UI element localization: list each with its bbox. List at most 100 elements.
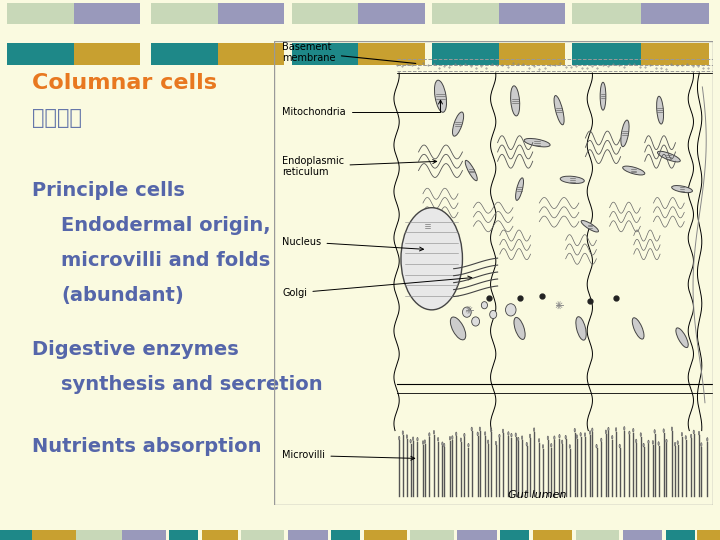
- Ellipse shape: [485, 431, 486, 435]
- Ellipse shape: [698, 431, 700, 435]
- Ellipse shape: [562, 440, 563, 444]
- Ellipse shape: [621, 120, 629, 147]
- Ellipse shape: [677, 441, 678, 444]
- Ellipse shape: [580, 433, 581, 436]
- Text: Gut lumen: Gut lumen: [508, 490, 567, 500]
- Text: Nutrients absorption: Nutrients absorption: [32, 437, 262, 456]
- Ellipse shape: [690, 434, 692, 438]
- Ellipse shape: [554, 436, 555, 440]
- Ellipse shape: [462, 307, 472, 318]
- Ellipse shape: [663, 429, 665, 433]
- Ellipse shape: [534, 428, 535, 431]
- Text: Endodermal origin,: Endodermal origin,: [61, 216, 271, 235]
- Ellipse shape: [490, 428, 492, 432]
- Ellipse shape: [560, 176, 585, 184]
- Ellipse shape: [671, 427, 672, 431]
- Ellipse shape: [433, 430, 435, 434]
- Ellipse shape: [420, 217, 435, 236]
- Text: Basement
membrane: Basement membrane: [282, 42, 415, 63]
- Text: 柱狀細胞: 柱狀細胞: [32, 108, 82, 128]
- Text: Golgi: Golgi: [282, 276, 472, 298]
- Ellipse shape: [472, 317, 480, 326]
- Ellipse shape: [516, 178, 523, 200]
- Ellipse shape: [623, 166, 645, 175]
- Ellipse shape: [574, 428, 575, 432]
- Ellipse shape: [643, 443, 644, 447]
- Ellipse shape: [619, 444, 621, 448]
- Ellipse shape: [539, 438, 540, 442]
- Ellipse shape: [596, 444, 597, 448]
- Ellipse shape: [592, 428, 593, 431]
- Text: synthesis and secretion: synthesis and secretion: [61, 375, 323, 394]
- Ellipse shape: [508, 431, 509, 435]
- Ellipse shape: [526, 442, 528, 446]
- Ellipse shape: [417, 437, 418, 441]
- Text: Principle cells: Principle cells: [32, 181, 185, 200]
- Ellipse shape: [521, 436, 523, 440]
- Ellipse shape: [444, 443, 445, 447]
- Text: microvilli and folds: microvilli and folds: [61, 251, 271, 270]
- Ellipse shape: [428, 433, 430, 436]
- Ellipse shape: [468, 443, 469, 447]
- Ellipse shape: [576, 316, 586, 340]
- Ellipse shape: [633, 428, 634, 432]
- Ellipse shape: [424, 440, 426, 443]
- Ellipse shape: [510, 86, 520, 116]
- Text: Nucleus: Nucleus: [282, 237, 423, 251]
- Ellipse shape: [542, 444, 544, 448]
- Ellipse shape: [515, 433, 516, 437]
- Ellipse shape: [490, 310, 497, 319]
- Ellipse shape: [685, 436, 686, 440]
- Text: Columnar cells: Columnar cells: [32, 73, 217, 93]
- Ellipse shape: [449, 436, 451, 440]
- Ellipse shape: [693, 430, 694, 434]
- Ellipse shape: [640, 433, 642, 436]
- Ellipse shape: [482, 302, 487, 309]
- Ellipse shape: [465, 160, 477, 181]
- Ellipse shape: [402, 431, 403, 435]
- Ellipse shape: [434, 80, 446, 112]
- Ellipse shape: [451, 436, 453, 440]
- Ellipse shape: [611, 435, 613, 439]
- Ellipse shape: [503, 429, 504, 433]
- Ellipse shape: [514, 318, 525, 340]
- Ellipse shape: [487, 440, 489, 444]
- Text: Endoplasmic
reticulum: Endoplasmic reticulum: [282, 156, 436, 177]
- Text: Microvilli: Microvilli: [282, 450, 415, 461]
- Ellipse shape: [529, 434, 531, 438]
- Ellipse shape: [559, 434, 560, 438]
- Ellipse shape: [413, 437, 414, 441]
- Ellipse shape: [658, 442, 660, 446]
- Ellipse shape: [675, 442, 676, 446]
- Ellipse shape: [657, 96, 664, 124]
- Ellipse shape: [600, 438, 602, 442]
- Ellipse shape: [654, 429, 655, 433]
- Ellipse shape: [581, 220, 598, 232]
- Text: (abundant): (abundant): [61, 286, 184, 305]
- Ellipse shape: [499, 434, 500, 438]
- Ellipse shape: [471, 427, 472, 431]
- Ellipse shape: [636, 439, 637, 443]
- Ellipse shape: [554, 96, 564, 125]
- Ellipse shape: [401, 208, 462, 310]
- Ellipse shape: [576, 435, 577, 438]
- Ellipse shape: [551, 443, 552, 447]
- Ellipse shape: [547, 436, 549, 440]
- Ellipse shape: [706, 437, 708, 441]
- Ellipse shape: [616, 428, 617, 431]
- Ellipse shape: [629, 431, 630, 435]
- Ellipse shape: [452, 112, 464, 136]
- Ellipse shape: [464, 433, 465, 437]
- Ellipse shape: [442, 442, 443, 446]
- Ellipse shape: [399, 436, 400, 440]
- Ellipse shape: [477, 432, 478, 436]
- Ellipse shape: [701, 443, 702, 447]
- Ellipse shape: [648, 440, 649, 444]
- Ellipse shape: [652, 441, 654, 444]
- Ellipse shape: [608, 427, 609, 431]
- Ellipse shape: [510, 433, 512, 437]
- Ellipse shape: [451, 317, 466, 340]
- Ellipse shape: [505, 303, 516, 316]
- Ellipse shape: [565, 435, 567, 439]
- Ellipse shape: [406, 435, 408, 438]
